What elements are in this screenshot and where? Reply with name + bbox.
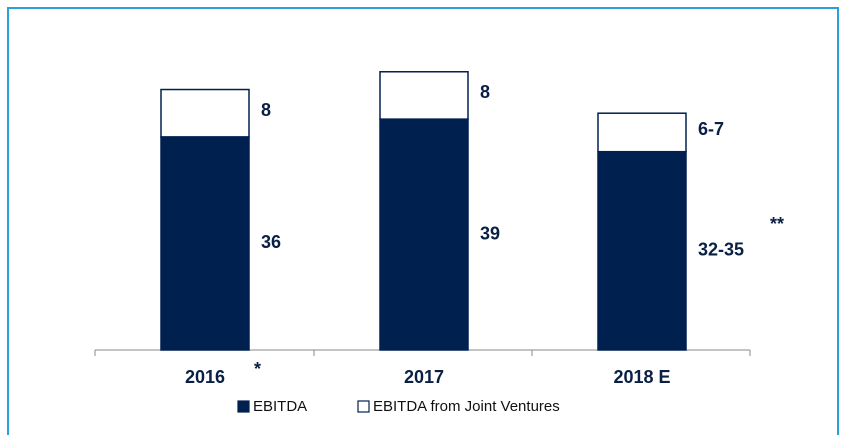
value-label: 8 [261,100,271,120]
legend-swatch [237,400,250,413]
x-tick-label: 2017 [404,367,444,387]
bar-segment [160,136,250,351]
bar-segment [597,150,687,351]
annotation: ** [770,214,784,234]
bar-segment [160,88,250,138]
frame [7,7,839,435]
legend-text: EBITDA [253,398,307,415]
x-tick-label: 2016 [185,367,225,387]
bar-segment [379,118,469,351]
value-label: 36 [261,232,281,252]
value-label: 8 [480,82,490,102]
bar-segment [597,112,687,153]
annotation: * [254,359,261,379]
legend-swatch [357,400,370,413]
value-label: 32-35 [698,240,744,260]
value-label: 39 [480,223,500,243]
legend-text: EBITDA from Joint Ventures [373,398,560,415]
bar-segment [379,71,469,120]
x-tick-label: 2018 E [613,367,670,387]
value-label: 6-7 [698,119,724,139]
